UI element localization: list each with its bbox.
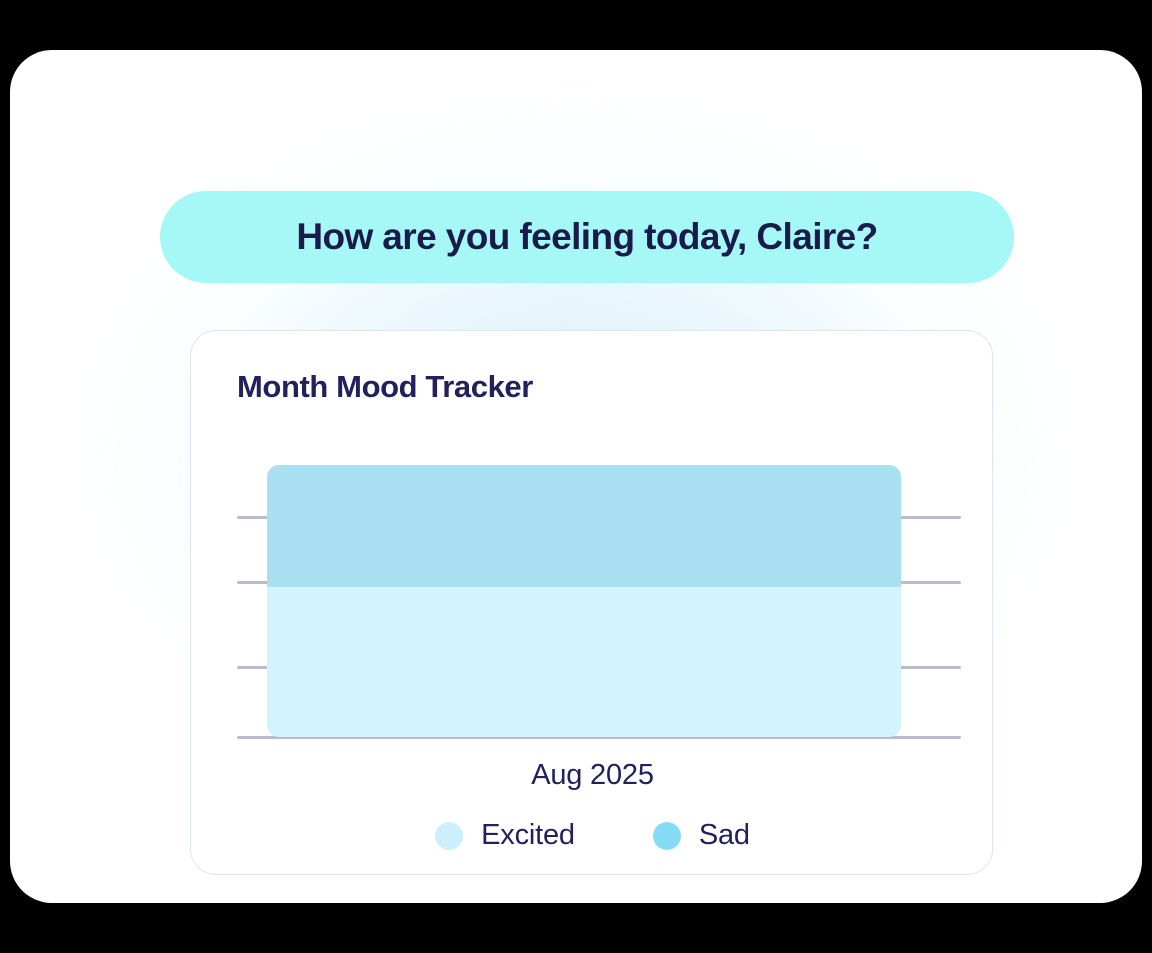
legend-dot-excited-icon — [435, 821, 464, 850]
legend-label-excited: Excited — [481, 819, 575, 851]
legend-dot-sad-icon — [652, 821, 681, 850]
chart-legend: Excited Sad — [191, 819, 994, 852]
greeting-banner: How are you feeling today, Claire? — [160, 191, 1014, 283]
legend-label-sad: Sad — [698, 819, 750, 851]
bar-segment-sad[interactable] — [267, 465, 901, 588]
greeting-text: How are you feeling today, Claire? — [296, 216, 878, 257]
legend-item-excited[interactable]: Excited — [435, 819, 575, 852]
bar-segment-excited[interactable] — [267, 587, 901, 737]
card-title: Month Mood Tracker — [237, 369, 533, 404]
gridline-baseline — [237, 736, 961, 739]
legend-item-sad[interactable]: Sad — [652, 819, 750, 852]
screen-viewport: How are you feeling today, Claire? Month… — [10, 50, 1142, 903]
stacked-bar-aug-2025[interactable] — [267, 465, 901, 737]
chart-plot-area — [237, 451, 961, 741]
mood-tracker-card: Month Mood Tracker Aug 2025 Excited — [190, 330, 993, 875]
x-axis-label: Aug 2025 — [531, 759, 654, 791]
